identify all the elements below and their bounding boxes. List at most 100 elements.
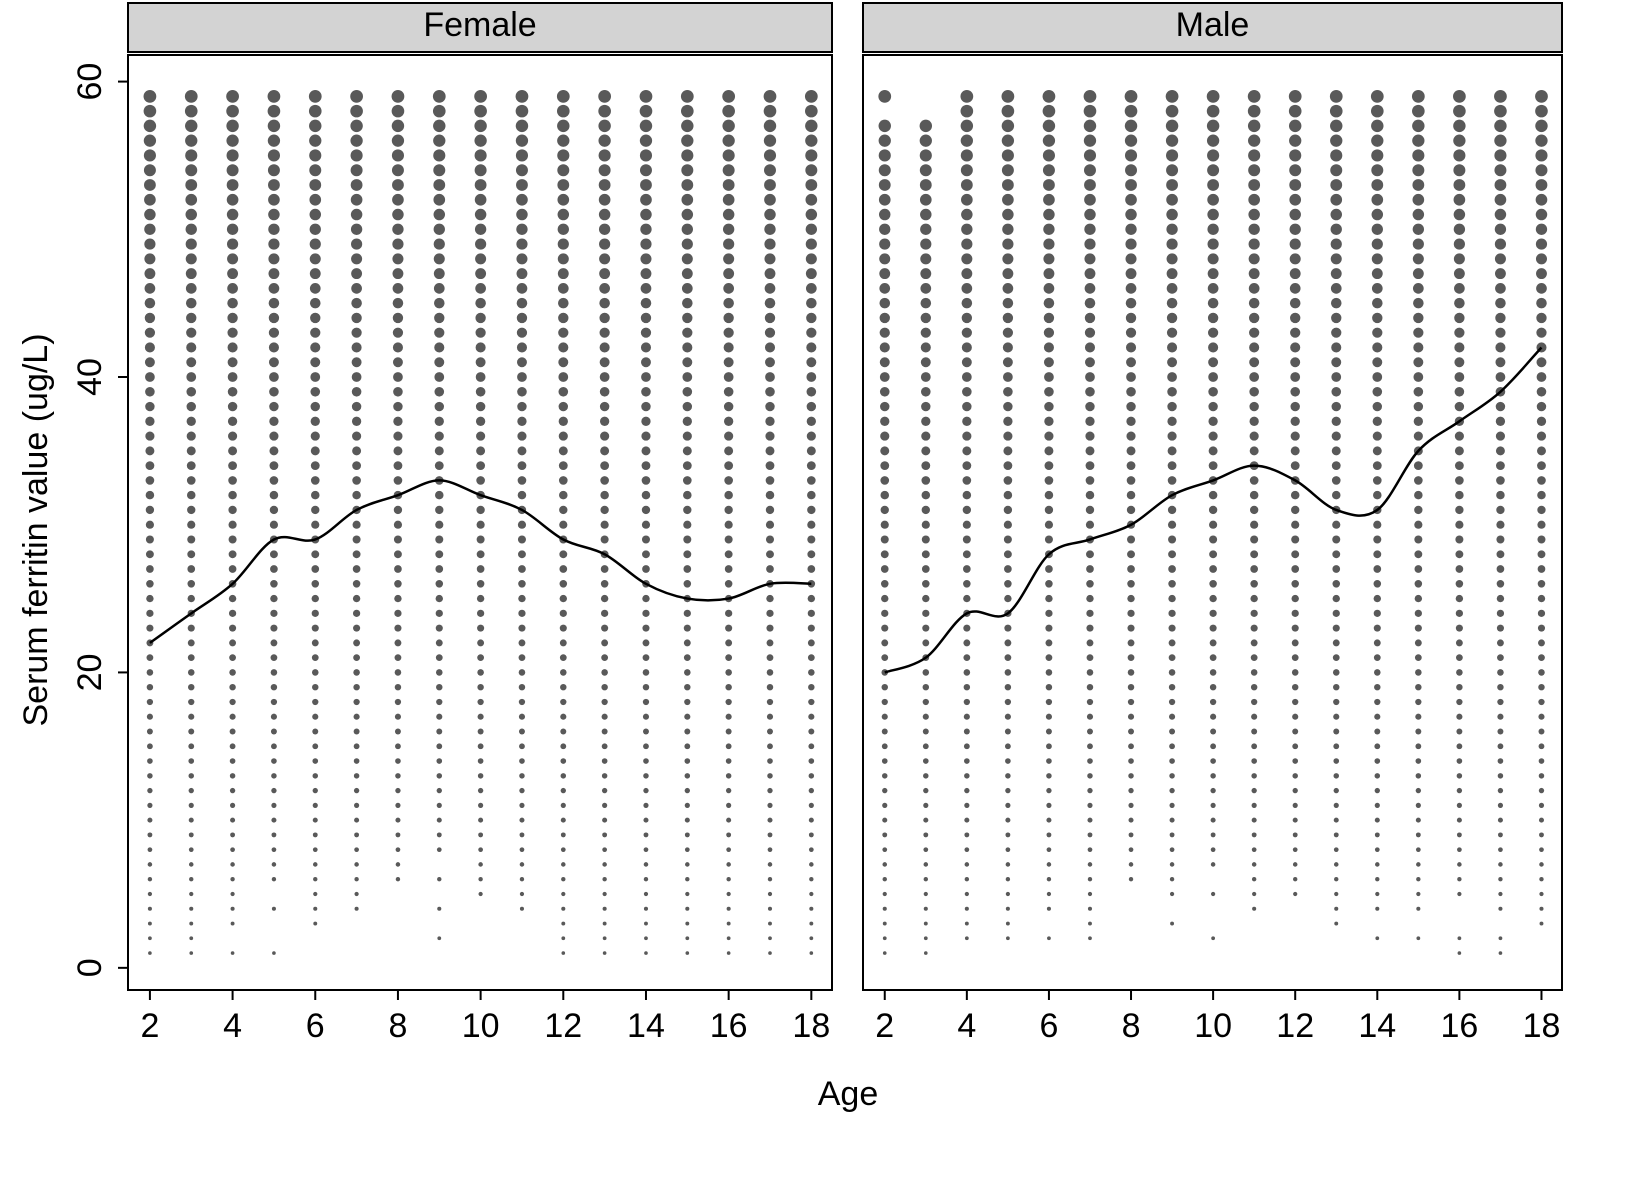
dot bbox=[1210, 758, 1216, 764]
dot bbox=[309, 208, 322, 221]
dot bbox=[269, 372, 279, 382]
dot bbox=[1371, 134, 1384, 147]
dot bbox=[1497, 758, 1504, 764]
dot bbox=[643, 847, 649, 853]
dot bbox=[230, 847, 235, 853]
dot bbox=[1127, 609, 1135, 617]
dot bbox=[311, 505, 320, 515]
dot bbox=[268, 253, 280, 265]
dot bbox=[268, 208, 280, 221]
dot bbox=[270, 683, 278, 691]
dot bbox=[723, 268, 735, 280]
dot bbox=[1538, 728, 1545, 735]
dot bbox=[601, 758, 608, 764]
dot bbox=[477, 758, 484, 764]
dot bbox=[1535, 223, 1548, 235]
dot bbox=[1411, 89, 1425, 103]
dot bbox=[1289, 179, 1302, 191]
dot bbox=[1210, 832, 1216, 838]
dot bbox=[681, 104, 694, 118]
dot bbox=[1005, 847, 1011, 853]
dot bbox=[185, 193, 198, 206]
dot bbox=[268, 268, 280, 280]
dot bbox=[557, 238, 569, 250]
dot bbox=[1248, 164, 1261, 177]
dot bbox=[920, 238, 932, 250]
dot bbox=[878, 119, 891, 133]
dot bbox=[1535, 164, 1548, 177]
dot bbox=[1043, 357, 1054, 368]
dot bbox=[1374, 787, 1380, 794]
dot bbox=[477, 787, 484, 794]
dot bbox=[1005, 787, 1011, 794]
dot bbox=[764, 283, 776, 294]
dot bbox=[1126, 446, 1136, 456]
dot bbox=[681, 179, 694, 191]
dot bbox=[1210, 862, 1216, 867]
dot bbox=[351, 312, 362, 324]
dot bbox=[1494, 238, 1507, 250]
dot bbox=[188, 832, 194, 838]
dot bbox=[722, 223, 735, 235]
dot bbox=[1538, 654, 1545, 662]
dot bbox=[882, 862, 888, 867]
dot bbox=[1126, 401, 1136, 412]
dot bbox=[351, 416, 362, 426]
x-tick-label: 4 bbox=[223, 1007, 242, 1045]
dot bbox=[1538, 639, 1545, 647]
dot bbox=[1453, 119, 1466, 133]
dot bbox=[1249, 372, 1260, 382]
dot bbox=[393, 476, 403, 485]
dot bbox=[764, 238, 776, 250]
dot bbox=[723, 283, 735, 294]
dot bbox=[1290, 416, 1300, 426]
dot bbox=[723, 253, 735, 265]
dot bbox=[477, 609, 485, 617]
dot bbox=[434, 327, 445, 338]
dot bbox=[312, 698, 319, 706]
dot bbox=[1496, 505, 1505, 515]
dot bbox=[923, 862, 929, 867]
dot bbox=[230, 817, 236, 823]
dot bbox=[681, 208, 694, 221]
dot bbox=[1002, 238, 1014, 250]
dot bbox=[1046, 832, 1052, 838]
dot bbox=[434, 431, 444, 441]
dot bbox=[1127, 594, 1135, 603]
dot bbox=[230, 921, 235, 926]
dot bbox=[643, 743, 649, 750]
dot bbox=[516, 193, 528, 206]
dot bbox=[517, 401, 527, 412]
dot bbox=[1128, 817, 1134, 823]
dot bbox=[1128, 847, 1134, 853]
dot bbox=[1538, 713, 1545, 720]
dot bbox=[1330, 208, 1342, 221]
dot bbox=[1087, 847, 1093, 853]
dot bbox=[1248, 297, 1260, 309]
dot bbox=[599, 238, 611, 250]
dot bbox=[1495, 312, 1506, 324]
dot bbox=[1374, 802, 1380, 808]
dot bbox=[1085, 431, 1095, 441]
dot bbox=[1334, 891, 1339, 897]
dot bbox=[146, 728, 153, 735]
dot bbox=[1043, 208, 1055, 221]
dot bbox=[559, 654, 567, 662]
dot bbox=[768, 951, 772, 955]
dot bbox=[807, 654, 815, 662]
dot bbox=[600, 594, 609, 603]
dot bbox=[923, 832, 929, 838]
dot bbox=[1415, 802, 1421, 808]
dot bbox=[807, 565, 816, 573]
dot bbox=[962, 446, 972, 456]
dot bbox=[921, 490, 931, 500]
dot bbox=[395, 758, 401, 764]
dot bbox=[764, 342, 776, 353]
dot bbox=[642, 654, 650, 662]
dot bbox=[923, 936, 928, 941]
dot bbox=[600, 431, 610, 441]
dot bbox=[1453, 104, 1466, 118]
dot bbox=[477, 728, 484, 735]
dot bbox=[1125, 268, 1137, 280]
dot bbox=[144, 312, 156, 324]
